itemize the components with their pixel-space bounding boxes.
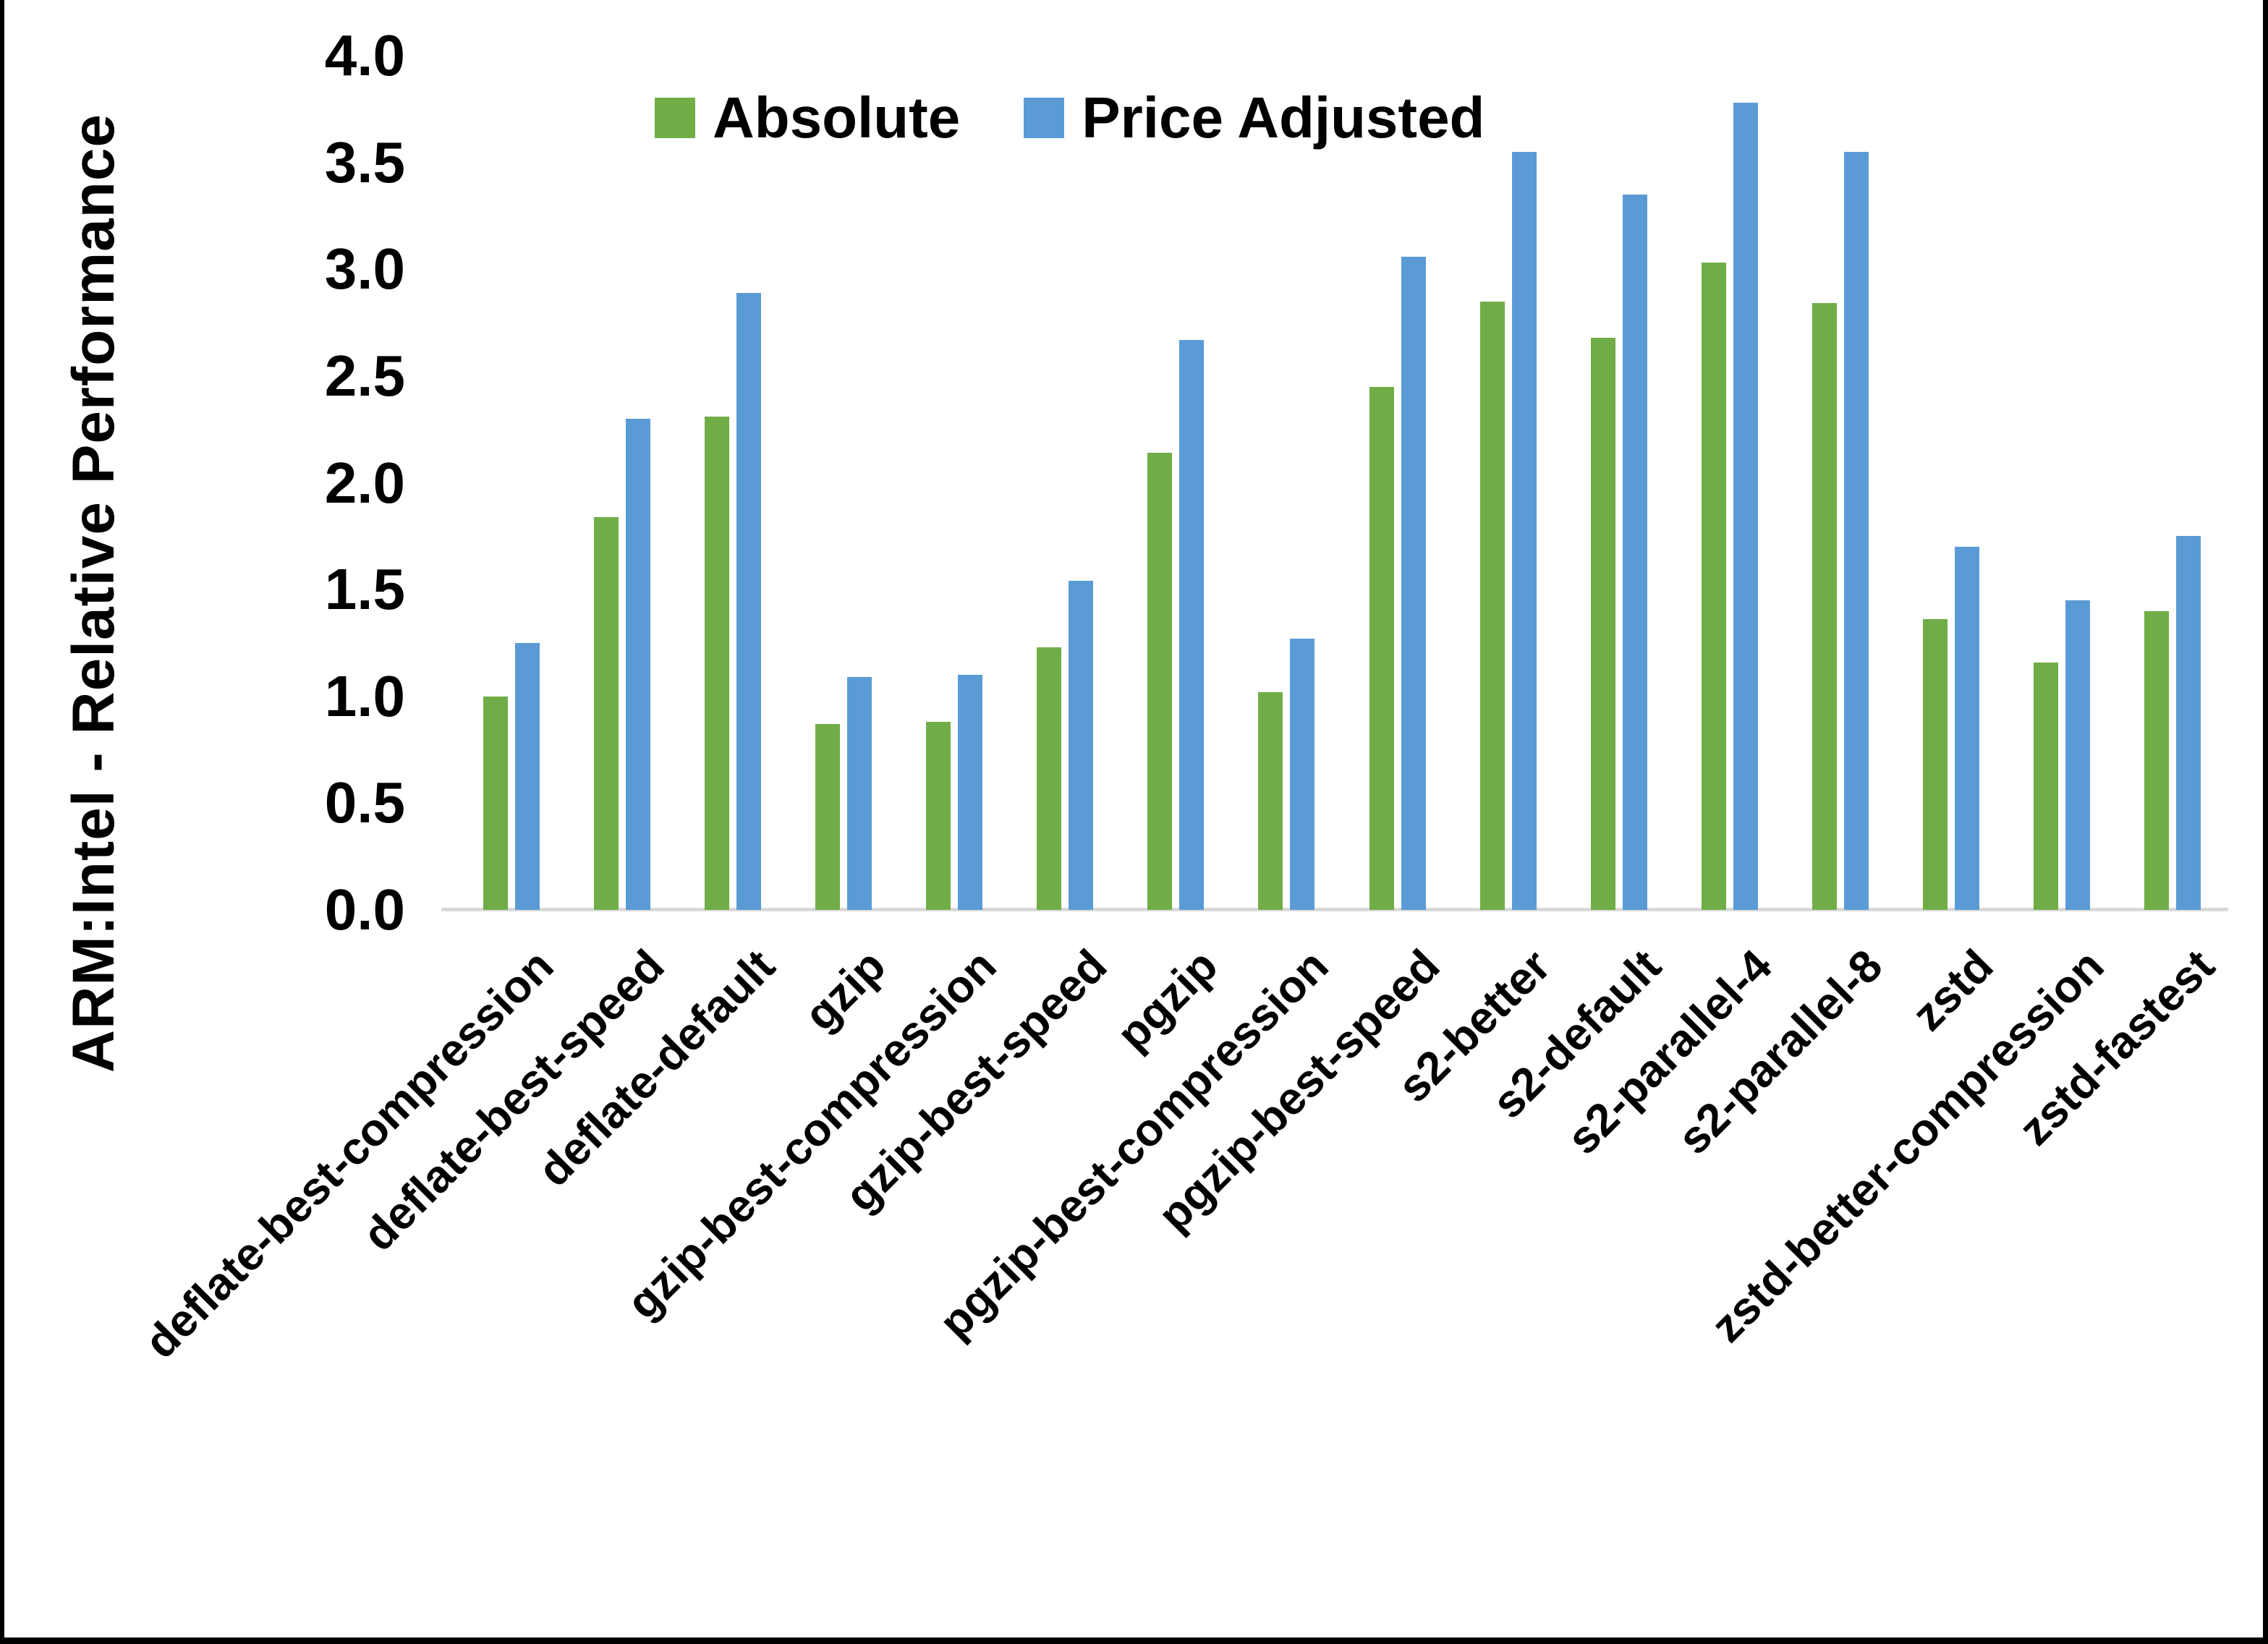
bar-absolute-zstd: [1923, 619, 1948, 910]
legend-item-price-adjusted: Price Adjusted: [1024, 85, 1485, 150]
y-tick-label-3.0: 3.0: [324, 237, 405, 302]
page-border-left: [0, 0, 4, 1644]
bar-price-adjusted-zstd: [1955, 547, 1980, 910]
bar-price-adjusted-s2-better: [1511, 152, 1537, 910]
y-tick-label-4.0: 4.0: [324, 23, 405, 88]
y-tick-label-3.5: 3.5: [324, 129, 405, 195]
bar-absolute-pgzip-best-speed: [1369, 387, 1394, 910]
y-tick-label-0.0: 0.0: [324, 877, 405, 942]
legend-swatch-absolute: [655, 98, 695, 138]
bar-absolute-pgzip: [1147, 453, 1173, 910]
legend-label-price-adjusted: Price Adjusted: [1082, 85, 1485, 150]
bar-price-adjusted-gzip: [846, 677, 872, 910]
bar-absolute-deflate-best-compression: [483, 697, 508, 910]
bar-price-adjusted-pgzip-best-compression: [1290, 639, 1315, 910]
bar-price-adjusted-s2-parallel-8: [1844, 152, 1869, 910]
bar-price-adjusted-s2-parallel-4: [1733, 103, 1758, 910]
bar-price-adjusted-pgzip-best-speed: [1401, 257, 1426, 910]
page-border-bottom: [0, 1637, 2268, 1644]
bar-absolute-gzip-best-speed: [1037, 647, 1062, 910]
bar-price-adjusted-deflate-default: [736, 293, 761, 910]
bar-price-adjusted-s2-default: [1622, 195, 1647, 910]
y-tick-label-1.0: 1.0: [324, 663, 405, 728]
bar-absolute-zstd-fastest: [2144, 611, 2170, 910]
bar-absolute-gzip: [815, 724, 840, 910]
y-tick-label-1.5: 1.5: [324, 557, 405, 622]
bar-price-adjusted-zstd-fastest: [2176, 536, 2201, 910]
bar-absolute-s2-parallel-4: [1701, 263, 1726, 910]
chart-legend: Absolute Price Adjusted: [655, 85, 1485, 150]
bar-price-adjusted-zstd-better-compression: [2065, 600, 2091, 910]
bar-price-adjusted-pgzip: [1179, 340, 1205, 910]
bar-absolute-deflate-best-speed: [593, 517, 619, 910]
bar-absolute-zstd-better-compression: [2034, 663, 2059, 910]
bar-absolute-deflate-default: [704, 417, 729, 910]
bar-absolute-gzip-best-compression: [926, 722, 951, 910]
legend-item-absolute: Absolute: [655, 85, 960, 150]
bar-price-adjusted-deflate-best-speed: [625, 419, 650, 910]
legend-label-absolute: Absolute: [713, 85, 961, 150]
y-tick-label-2.0: 2.0: [324, 450, 405, 515]
bar-absolute-pgzip-best-compression: [1258, 692, 1283, 910]
y-tick-label-0.5: 0.5: [324, 770, 405, 835]
bar-absolute-s2-default: [1590, 338, 1615, 910]
bar-price-adjusted-gzip-best-speed: [1069, 581, 1094, 910]
y-tick-label-2.5: 2.5: [324, 343, 405, 408]
bar-price-adjusted-gzip-best-compression: [958, 675, 983, 910]
page-border-right: [2263, 0, 2268, 1644]
x-axis-line: [441, 908, 2228, 911]
bar-absolute-s2-parallel-8: [1812, 303, 1838, 910]
bar-price-adjusted-deflate-best-compression: [514, 643, 540, 910]
bar-absolute-s2-better: [1479, 302, 1505, 910]
legend-swatch-price-adjusted: [1024, 98, 1065, 138]
